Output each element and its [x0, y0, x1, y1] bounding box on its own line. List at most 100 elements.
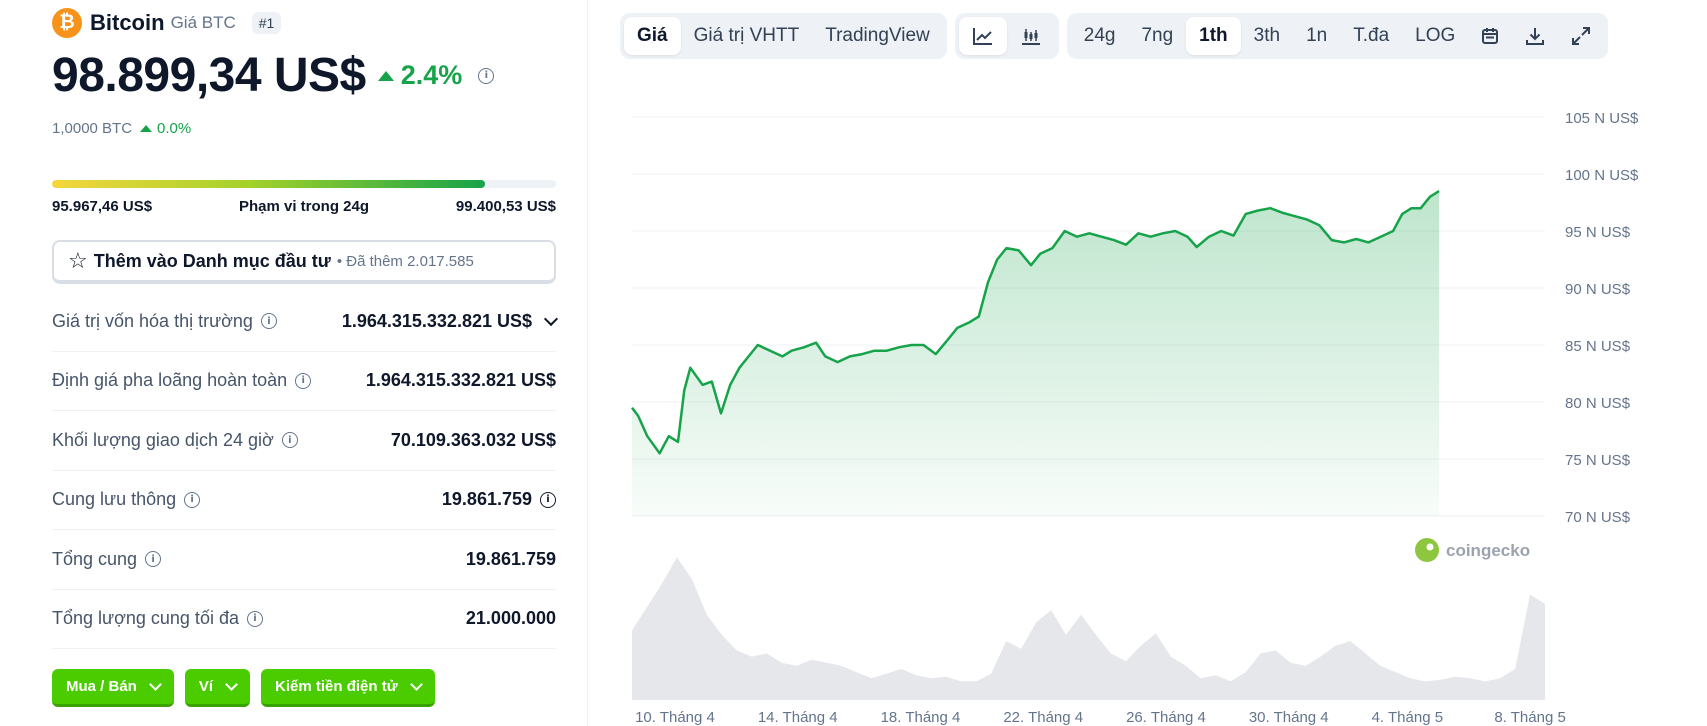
- range-title: Phạm vi trong 24g: [238, 198, 370, 215]
- x-tick-label: 4. Tháng 5: [1372, 709, 1443, 726]
- coingecko-watermark: coingecko: [1415, 538, 1530, 562]
- range-3m[interactable]: 3th: [1253, 25, 1281, 46]
- calendar-icon: [1482, 28, 1499, 44]
- time-range-tabs: 24g 7ng 1th 3th 1n T.đa LOG: [1066, 13, 1609, 59]
- price-line: [631, 190, 1440, 455]
- caret-up-icon: [377, 70, 394, 81]
- info-icon[interactable]: i: [184, 491, 201, 508]
- coingecko-eye-icon: [1426, 543, 1434, 551]
- y-tick-label: 95 N US$: [1565, 224, 1631, 241]
- coin-symbol: Giá BTC: [170, 13, 236, 32]
- stat-label-market-cap: Giá trị vốn hóa thị trường i: [52, 311, 277, 332]
- line-chart-icon: [972, 28, 992, 45]
- x-tick-label: 30. Tháng 4: [1249, 709, 1329, 726]
- x-tick-label: 8. Tháng 5: [1494, 709, 1565, 726]
- range-max[interactable]: T.đa: [1353, 25, 1390, 46]
- stat-label-text: Tổng lượng cung tối đa: [52, 608, 239, 629]
- add-to-portfolio-label: Thêm vào Danh mục đầu tư: [93, 250, 331, 271]
- x-tick-label: 22. Tháng 4: [1003, 709, 1083, 726]
- y-axis-labels: 105 N US$ 100 N US$ 95 N US$ 90 N US$ 85 N U…: [1565, 110, 1639, 526]
- stat-label-circulating-supply: Cung lưu thông i: [52, 489, 201, 510]
- tab-market-cap[interactable]: Giá trị VHTT: [693, 25, 800, 46]
- info-icon[interactable]: i: [295, 372, 312, 389]
- caret-up-icon: [140, 125, 153, 132]
- stat-label-total-supply: Tổng cung i: [52, 548, 162, 570]
- price-change-value: 2.4%: [400, 60, 463, 90]
- line-chart-button[interactable]: [958, 17, 1007, 55]
- download-button[interactable]: [1512, 17, 1558, 55]
- tab-tradingview[interactable]: TradingView: [825, 25, 930, 46]
- range-24h[interactable]: 24g: [1083, 25, 1116, 46]
- earn-crypto-button[interactable]: Kiếm tiền điện tử: [261, 669, 435, 707]
- stat-row-circulating-supply: Cung lưu thông i 19.861.759 i: [52, 471, 556, 530]
- price-chart-svg[interactable]: 105 N US$ 100 N US$ 95 N US$ 90 N US$ 85 N U…: [620, 90, 1707, 726]
- stat-value-total-supply: 19.861.759: [465, 548, 556, 569]
- log-scale-toggle[interactable]: LOG: [1415, 25, 1456, 46]
- range-1y[interactable]: 1n: [1306, 25, 1328, 46]
- coingecko-logo-icon: [1415, 538, 1439, 562]
- stat-value-volume: 70.109.363.032 US$: [390, 429, 556, 450]
- fullscreen-button[interactable]: [1558, 17, 1604, 55]
- x-tick-label: 10. Tháng 4: [635, 709, 715, 726]
- info-icon[interactable]: i: [145, 551, 162, 568]
- stat-label-text: Khối lượng giao dịch 24 giờ: [52, 429, 274, 450]
- watermark-text: coingecko: [1446, 541, 1530, 560]
- btc-change-value: 0.0%: [157, 120, 192, 137]
- action-buttons: Mua / Bán Ví Kiếm tiền điện tử: [52, 669, 435, 707]
- candlestick-chart-button[interactable]: [1007, 17, 1055, 55]
- coin-header: ₿ Bitcoin Giá BTC #1: [52, 8, 282, 38]
- rank-badge: #1: [251, 12, 282, 34]
- stat-label-max-supply: Tổng lượng cung tối đa i: [52, 608, 263, 629]
- x-tick-label: 14. Tháng 4: [758, 709, 838, 726]
- info-icon[interactable]: i: [260, 313, 277, 330]
- stat-value-text: 1.964.315.332.821 US$: [341, 310, 532, 331]
- expand-icon: [1572, 27, 1591, 45]
- range-24h-bar: [52, 180, 556, 188]
- buy-sell-button[interactable]: Mua / Bán: [52, 669, 174, 707]
- wallet-label: Ví: [198, 678, 214, 695]
- stat-value-text: 19.861.759: [441, 489, 532, 510]
- price-chart[interactable]: 105 N US$ 100 N US$ 95 N US$ 90 N US$ 85 N U…: [620, 90, 1707, 726]
- range-high: 99.400,53 US$: [455, 198, 556, 215]
- range-low: 95.967,46 US$: [52, 198, 153, 215]
- view-tabs: Giá Giá trị VHTT TradingView: [620, 13, 947, 59]
- tab-price[interactable]: Giá: [624, 17, 681, 55]
- stat-label-text: Cung lưu thông: [52, 489, 177, 510]
- y-tick-label: 90 N US$: [1565, 281, 1631, 298]
- stat-row-volume: Khối lượng giao dịch 24 giờ i 70.109.363.…: [52, 411, 556, 471]
- stat-row-total-supply: Tổng cung i 19.861.759: [52, 530, 556, 590]
- stat-value-circulating-supply: 19.861.759 i: [442, 489, 556, 510]
- chart-area: [632, 191, 1440, 516]
- stat-row-market-cap: Giá trị vốn hóa thị trường i 1.964.315.33…: [52, 292, 559, 352]
- y-tick-label: 70 N US$: [1565, 509, 1631, 526]
- earn-crypto-label: Kiếm tiền điện tử: [275, 678, 398, 695]
- x-tick-label: 18. Tháng 4: [881, 709, 961, 726]
- stat-row-fdv: Định giá pha loãng hoàn toàn i 1.964.315.…: [52, 352, 556, 411]
- info-icon[interactable]: i: [281, 432, 298, 449]
- y-tick-label: 100 N US$: [1565, 167, 1639, 184]
- range-1m[interactable]: 1th: [1186, 17, 1241, 55]
- range-7d[interactable]: 7ng: [1141, 25, 1174, 46]
- chevron-down-icon[interactable]: [543, 311, 559, 326]
- wallet-button[interactable]: Ví: [184, 669, 251, 707]
- btc-change: 0.0%: [140, 120, 191, 137]
- stat-label-text: Tổng cung: [52, 548, 138, 569]
- portfolio-added-count: • Đã thêm 2.017.585: [336, 252, 474, 270]
- info-icon[interactable]: i: [246, 610, 263, 627]
- range-24h-labels: 95.967,46 US$ Phạm vi trong 24g 99.400,5…: [52, 198, 556, 215]
- info-icon[interactable]: i: [478, 67, 495, 84]
- stat-value-market-cap[interactable]: 1.964.315.332.821 US$: [341, 310, 559, 332]
- candlestick-icon: [1021, 29, 1040, 45]
- range-24h-fill: [52, 180, 486, 188]
- date-picker-button[interactable]: [1468, 17, 1512, 55]
- coin-info-panel: ₿ Bitcoin Giá BTC #1 98.899,34 US$ 2.4% …: [0, 0, 588, 726]
- volume-bars: [632, 557, 1545, 700]
- download-icon: [1526, 28, 1545, 45]
- stat-row-max-supply: Tổng lượng cung tối đa i 21.000.000: [52, 590, 556, 649]
- stat-label-fdv: Định giá pha loãng hoàn toàn i: [52, 370, 312, 391]
- info-icon[interactable]: i: [540, 491, 556, 508]
- buy-sell-label: Mua / Bán: [66, 678, 137, 695]
- add-to-portfolio-button[interactable]: ☆ Thêm vào Danh mục đầu tư • Đã thêm 2.0…: [52, 240, 556, 284]
- chevron-down-icon: [148, 677, 162, 691]
- stat-label-text: Định giá pha loãng hoàn toàn: [52, 370, 288, 391]
